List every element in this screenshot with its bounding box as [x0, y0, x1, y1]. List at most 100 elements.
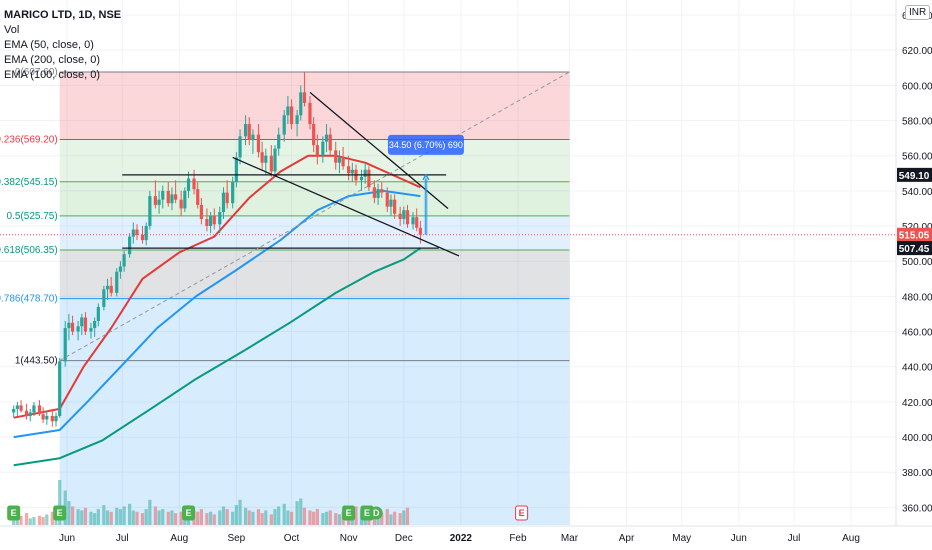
- volume-bar: [393, 511, 397, 525]
- earnings-marker[interactable]: E: [342, 505, 356, 521]
- time-tick: Jul: [116, 533, 129, 544]
- time-tick: Nov: [340, 533, 358, 544]
- volume-bar: [308, 510, 312, 525]
- time-tick: Sep: [227, 533, 245, 544]
- candle-body: [286, 106, 290, 116]
- candle-body: [308, 102, 312, 125]
- earnings-marker[interactable]: E: [182, 505, 196, 521]
- candle-body: [135, 229, 139, 235]
- dividend-marker[interactable]: D: [369, 506, 383, 520]
- price-tick: 540.00: [902, 187, 932, 198]
- candle-body: [96, 306, 100, 321]
- legend-ema200[interactable]: EMA (200, close, 0): [4, 54, 100, 66]
- volume-bar: [282, 503, 286, 525]
- time-tick: Feb: [509, 533, 527, 544]
- candle-body: [418, 227, 422, 235]
- candle-body: [128, 236, 132, 255]
- time-tick: Jun: [731, 533, 747, 544]
- volume-bar: [218, 510, 222, 525]
- volume-bar: [273, 509, 277, 525]
- candle-body: [15, 405, 19, 409]
- time-tick: Jun: [59, 533, 75, 544]
- time-tick: Jul: [788, 533, 801, 544]
- volume-bar: [70, 506, 75, 525]
- fib-level-label: 0(607.60): [15, 67, 58, 78]
- candle-body: [277, 134, 281, 149]
- candle-body: [153, 196, 157, 205]
- fib-zone-extension: [59, 360, 570, 525]
- volume-bar: [179, 511, 183, 525]
- price-tick: 620.00: [902, 46, 932, 57]
- volume-bar: [96, 509, 100, 525]
- time-axis[interactable]: Jun Jul Aug Sep Oct Nov Dec 2022 Feb Mar Apr May Jun…: [0, 525, 932, 550]
- candle-body: [32, 405, 36, 413]
- fib-level-label: 0.5(525.75): [7, 211, 58, 222]
- earnings-badge: [342, 505, 356, 521]
- measure-tool[interactable]: 34.50 (6.70%) 690: [387, 134, 464, 235]
- candle-body: [161, 190, 165, 200]
- candle-body: [205, 219, 209, 227]
- candle-body: [347, 166, 351, 174]
- candle-body: [157, 199, 161, 205]
- candle-body: [170, 194, 174, 204]
- dividend-badge: [369, 506, 383, 520]
- earnings-label: E: [346, 508, 352, 518]
- candle-body: [234, 157, 238, 183]
- volume-bar: [234, 505, 238, 525]
- volume-bar: [286, 510, 290, 525]
- candle-body: [122, 254, 126, 267]
- volume-bar: [166, 511, 170, 525]
- candle-body: [385, 192, 389, 207]
- candle-body: [269, 155, 273, 172]
- candle-body: [76, 326, 80, 332]
- time-tick: Mar: [561, 533, 579, 544]
- candle-body: [341, 157, 345, 167]
- earnings-badge: [182, 505, 196, 521]
- volume-bar: [247, 510, 251, 525]
- candle-body: [363, 169, 367, 177]
- fib-level-label: 0.382(545.15): [0, 177, 58, 188]
- volume-bar: [398, 513, 402, 525]
- price-tick: 360.00: [902, 503, 932, 514]
- candle-body: [398, 213, 402, 219]
- volume-bar: [102, 505, 106, 525]
- candle-body: [372, 187, 376, 198]
- volume-bar: [58, 480, 62, 525]
- price-tick: 420.00: [902, 398, 932, 409]
- legend-ema100[interactable]: EMA (100, close, 0): [4, 69, 100, 81]
- time-tick: May: [672, 533, 691, 544]
- candle-body: [411, 217, 415, 225]
- earnings-marker[interactable]: E: [515, 505, 529, 521]
- fib-retracement[interactable]: 1(443.50) 0.786(478.70) 0.618(506.35) 0.5(5…: [0, 67, 570, 525]
- candle-body: [199, 204, 203, 219]
- candle-body: [115, 271, 119, 293]
- candle-body: [231, 182, 235, 204]
- price-labels: 549.10 515.05 507.45: [0, 167, 932, 256]
- event-markers[interactable]: E E E E E ED: [7, 505, 529, 521]
- candle-body: [109, 285, 113, 293]
- ema50-line: [13, 154, 421, 419]
- ema100-line: [13, 189, 421, 439]
- volume-bar: [205, 513, 209, 525]
- legend-volume[interactable]: Vol: [4, 24, 20, 36]
- legend-ema50[interactable]: EMA (50, close, 0): [4, 39, 94, 51]
- price-tick: 400.00: [902, 433, 932, 444]
- symbol-title[interactable]: MARICO LTD, 1D, NSE: [4, 9, 122, 21]
- earnings-marker[interactable]: E: [53, 505, 67, 521]
- price-axis[interactable]: 360.00 380.00 400.00 420.00 440.00 460.00 480.…: [895, 0, 932, 550]
- trendline: [309, 91, 449, 209]
- candle-body: [393, 199, 397, 214]
- measure-label: 34.50 (6.70%) 690: [389, 140, 463, 150]
- dividend-label: D: [373, 508, 380, 518]
- fib-level-label: 0.786(478.70): [0, 294, 58, 305]
- candle-body: [83, 317, 88, 332]
- trendlines[interactable]: [59, 71, 570, 362]
- volume-bar: [251, 511, 255, 525]
- candle-body: [54, 415, 58, 422]
- candle-body: [264, 155, 268, 163]
- earnings-marker[interactable]: E: [7, 505, 21, 521]
- volume-bar: [312, 511, 316, 525]
- volume-bar: [131, 510, 135, 525]
- currency-badge[interactable]: INR: [905, 5, 931, 20]
